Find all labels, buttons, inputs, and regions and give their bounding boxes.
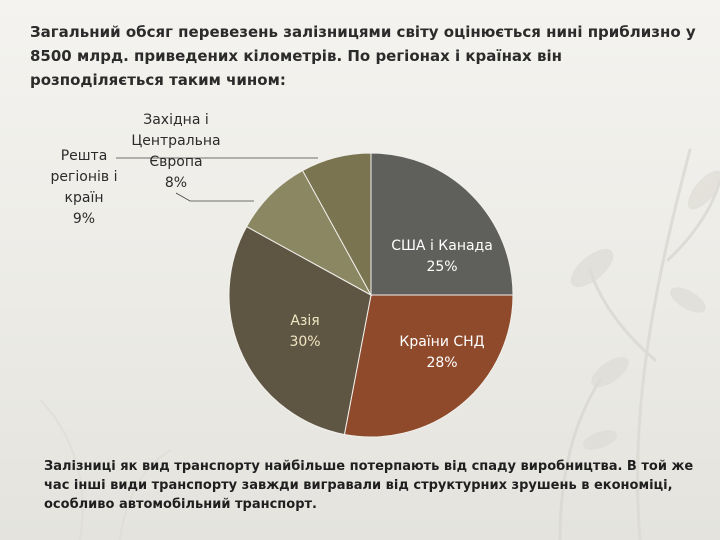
slice-category-label: Азія xyxy=(290,313,319,329)
pie-slice-asia xyxy=(228,225,372,436)
outro-text: Залізниці як вид транспорту найбільше по… xyxy=(44,459,694,512)
slice-value-label: 8% xyxy=(165,175,187,191)
data-label-usa-canada: США і Канада 25% xyxy=(391,238,493,275)
slice-value-label: 28% xyxy=(426,355,457,371)
slice-category-label: Центральна xyxy=(131,133,220,149)
pie-slice-other-regions xyxy=(245,169,373,297)
intro-text: Загальний обсяг перевезень залізницями с… xyxy=(30,23,696,89)
data-label-other-regions: Решта регіонів і країн 9% xyxy=(51,148,118,227)
slice-category-label: країн xyxy=(65,190,104,206)
slice-category-label: Західна і xyxy=(143,112,208,128)
slice-category-label: США і Канада xyxy=(391,238,493,254)
slice-category-label: регіонів і xyxy=(51,169,118,185)
slice-value-label: 30% xyxy=(289,334,320,350)
data-label-west-central-europe: Західна і Центральна Європа 8% xyxy=(131,112,220,191)
pie-slice-cis xyxy=(343,294,514,438)
leader-line-west-central-europe xyxy=(175,192,254,202)
slice-value-label: 9% xyxy=(73,211,95,227)
pie-slice-west-central-europe xyxy=(301,152,372,296)
slice-category-label: Решта xyxy=(61,148,108,164)
slice-value-label: 25% xyxy=(426,259,457,275)
slice-category-label: Країни СНД xyxy=(399,334,484,350)
pie-slice-usa-canada xyxy=(370,152,514,296)
data-label-cis: Країни СНД 28% xyxy=(399,334,484,371)
slice-category-label: Європа xyxy=(149,154,202,170)
data-label-asia: Азія 30% xyxy=(289,313,320,350)
